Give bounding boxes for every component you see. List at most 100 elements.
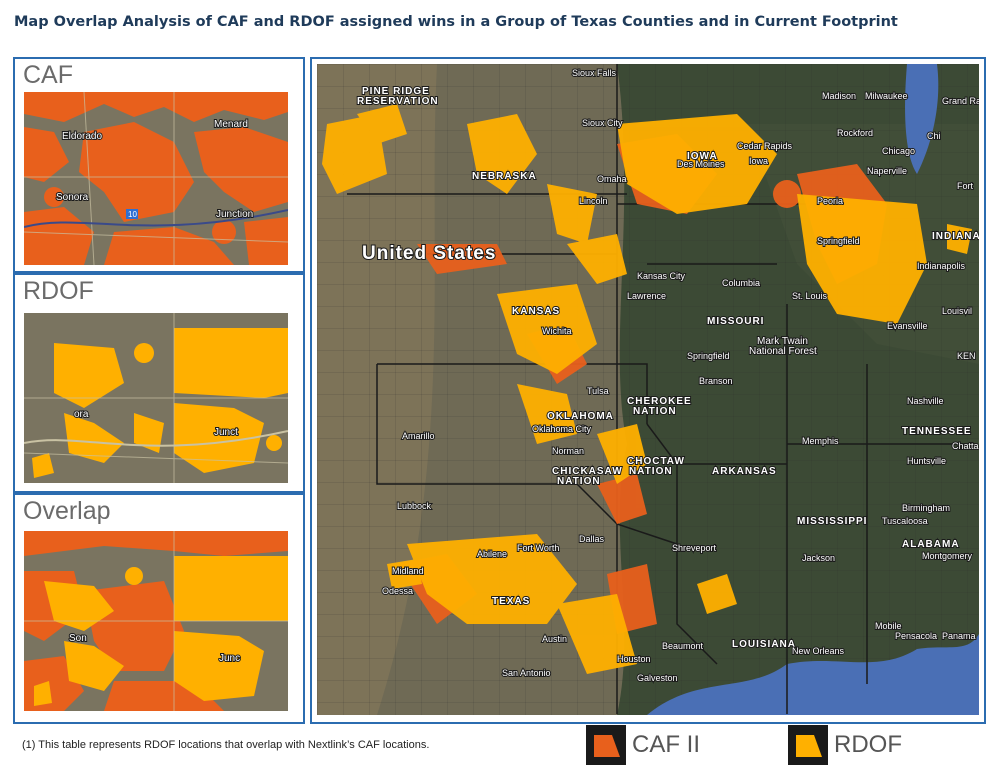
city-galveston: Galveston	[637, 673, 678, 683]
caf-place-3: Sonora	[56, 192, 89, 203]
caf-swatch-icon	[586, 725, 626, 765]
city-houston: Houston	[617, 654, 651, 664]
city-odessa: Odessa	[382, 586, 413, 596]
state-label-louisiana: LOUISIANA	[732, 639, 796, 650]
city-madison: Madison	[822, 91, 856, 101]
city-beaumont: Beaumont	[662, 641, 704, 651]
footnote: (1) This table represents RDOF locations…	[22, 739, 430, 751]
city-memphis: Memphis	[802, 436, 839, 446]
city-wichita: Wichita	[542, 326, 572, 336]
city-pensacola: Pensacola	[895, 631, 937, 641]
city-lawrence: Lawrence	[627, 291, 666, 301]
city-cedar-rapids: Cedar Rapids	[737, 141, 793, 151]
state-label-indiana: INDIANA	[932, 231, 979, 242]
city-columbia: Columbia	[722, 278, 760, 288]
city-springfield-mo: Springfield	[687, 351, 730, 361]
caf-panel: CAF Eldorado Menard Son	[13, 57, 305, 273]
rdof-place-1: ora	[74, 409, 89, 420]
city-naperville: Naperville	[867, 166, 907, 176]
city-huntsville: Huntsville	[907, 456, 946, 466]
overlap-panel: Overlap Son Jun	[13, 493, 305, 724]
state-label-nebraska: NEBRASKA	[472, 171, 537, 182]
city-indianapolis: Indianapolis	[917, 261, 966, 271]
city-sioux-city: Sioux City	[582, 118, 623, 128]
rdof-thumbnail-map: ora Junct	[24, 313, 288, 483]
region-label-chickasaw: CHICKASAW	[552, 466, 623, 477]
city-chattanooga: Chatta	[952, 441, 979, 451]
city-midland: Midland	[392, 566, 424, 576]
caf-place-1: Eldorado	[62, 131, 102, 142]
state-label-tennessee: TENNESSEE	[902, 426, 972, 437]
state-label-texas: TEXAS	[492, 596, 530, 607]
caf-panel-label: CAF	[23, 61, 73, 89]
region-label-cherokee: CHEROKEE	[627, 396, 692, 407]
city-des-moines: Des Moines	[677, 159, 725, 169]
thumbnail-column: CAF Eldorado Menard Son	[13, 57, 305, 724]
region-label-chickasaw-nation: NATION	[557, 476, 601, 487]
caf-place-2: Menard	[214, 119, 248, 130]
city-chi-partial: Chi	[927, 131, 941, 141]
city-chicago: Chicago	[882, 146, 915, 156]
city-dallas: Dallas	[579, 534, 605, 544]
state-label-alabama: ALABAMA	[902, 539, 960, 550]
city-mobile: Mobile	[875, 621, 902, 631]
city-norman: Norman	[552, 446, 584, 456]
region-label-cherokee-nation: NATION	[633, 406, 677, 417]
region-label-mark-twain: Mark Twain	[757, 336, 808, 347]
city-evansville: Evansville	[887, 321, 928, 331]
city-tuscaloosa: Tuscaloosa	[882, 516, 928, 526]
country-label: United States	[362, 243, 496, 264]
city-st-louis: St. Louis	[792, 291, 828, 301]
city-nashville: Nashville	[907, 396, 944, 406]
city-lincoln: Lincoln	[579, 196, 608, 206]
region-label-choctaw-nation: NATION	[629, 466, 673, 477]
city-oklahoma-city: Oklahoma City	[532, 424, 592, 434]
state-label-iowa: IOWA	[687, 151, 718, 162]
city-birmingham: Birmingham	[902, 503, 950, 513]
city-abilene: Abilene	[477, 549, 507, 559]
city-fort-worth: Fort Worth	[517, 543, 559, 553]
city-fort-wayne: Fort	[957, 181, 974, 191]
caf-place-4: Junction	[216, 209, 253, 220]
legend-label-rdof: RDOF	[834, 731, 902, 758]
city-grand-rapids: Grand Ra	[942, 96, 979, 106]
main-map: PINE RIDGE RESERVATION NEBRASKA IOWA KAN…	[317, 64, 979, 715]
region-label-choctaw: CHOCTAW	[627, 456, 685, 467]
region-label-national-forest: National Forest	[749, 346, 817, 357]
interstate-shield-icon	[126, 209, 138, 219]
city-austin: Austin	[542, 634, 567, 644]
city-amarillo: Amarillo	[402, 431, 435, 441]
state-label-mississippi: MISSISSIPPI	[797, 516, 867, 527]
main-map-frame: PINE RIDGE RESERVATION NEBRASKA IOWA KAN…	[310, 57, 986, 724]
overlap-panel-label: Overlap	[23, 497, 111, 525]
overlap-place-1: Son	[69, 633, 87, 644]
overlap-thumbnail-map: Son Junc	[24, 531, 288, 711]
city-kansas-city: Kansas City	[637, 271, 686, 281]
state-label-kansas: KANSAS	[512, 306, 560, 317]
city-new-orleans: New Orleans	[792, 646, 845, 656]
region-label-pine-ridge: PINE RIDGE	[362, 86, 430, 97]
city-peoria: Peoria	[817, 196, 843, 206]
city-shreveport: Shreveport	[672, 543, 717, 553]
state-label-kentucky-partial: KEN	[957, 351, 976, 361]
city-panama-city: Panama	[942, 631, 976, 641]
region-label-reservation: RESERVATION	[357, 96, 439, 107]
caf-thumbnail-map: Eldorado Menard Sonora Junction 10	[24, 92, 288, 265]
city-lubbock: Lubbock	[397, 501, 432, 511]
rdof-panel: RDOF ora Junct	[13, 273, 305, 493]
lake-michigan	[905, 64, 939, 174]
city-montgomery: Montgomery	[922, 551, 973, 561]
rdof-panel-label: RDOF	[23, 277, 94, 305]
city-louisville: Louisvil	[942, 306, 972, 316]
city-rockford: Rockford	[837, 128, 873, 138]
city-sioux-falls: Sioux Falls	[572, 68, 617, 78]
city-milwaukee: Milwaukee	[865, 91, 908, 101]
city-iowa: Iowa	[749, 156, 768, 166]
gulf-of-mexico	[647, 634, 979, 715]
state-label-missouri: MISSOURI	[707, 316, 764, 327]
rdof-swatch-icon	[788, 725, 828, 765]
overlap-place-2: Junc	[219, 653, 240, 664]
city-omaha: Omaha	[597, 174, 627, 184]
state-label-oklahoma: OKLAHOMA	[547, 411, 614, 422]
city-san-antonio: San Antonio	[502, 668, 551, 678]
